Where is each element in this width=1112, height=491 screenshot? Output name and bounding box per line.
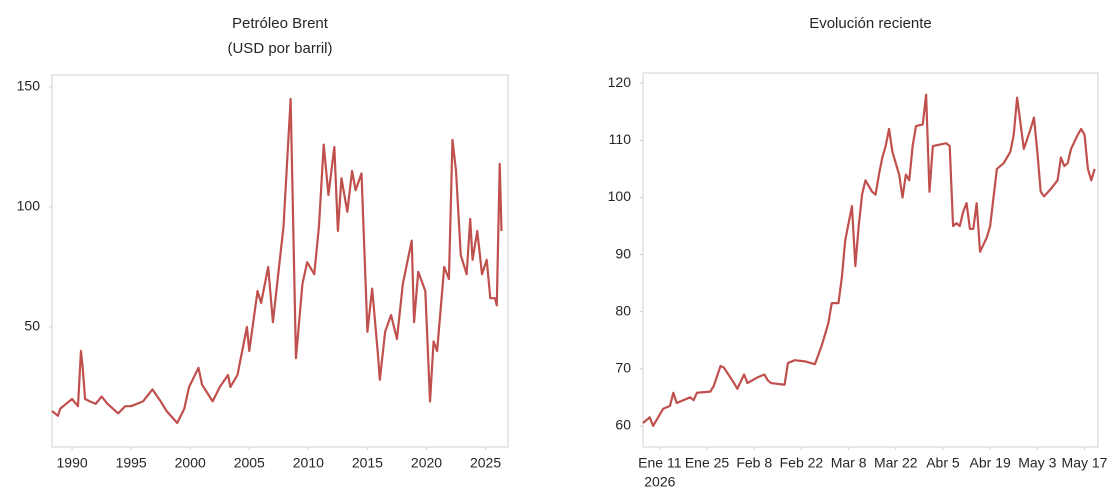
x-tick-label: 2025 <box>470 455 501 471</box>
x-tick-label: Abr 5 <box>926 455 960 471</box>
x-tick-label: Mar 22 <box>874 455 918 471</box>
y-tick-label: 100 <box>17 198 41 214</box>
x-tick-label: 2010 <box>293 455 324 471</box>
x-tick-label: 2005 <box>234 455 265 471</box>
x-tick-label: 1995 <box>116 455 147 471</box>
chart-title: Petróleo Brent <box>232 15 329 32</box>
y-tick-label: 80 <box>615 302 631 318</box>
x-tick-label: 2020 <box>411 455 442 471</box>
y-tick-label: 70 <box>615 359 631 375</box>
line-series <box>51 97 503 425</box>
x-tick-label: Feb 8 <box>736 455 772 471</box>
x-tick-label: Ene 11 <box>638 455 682 471</box>
x-tick-label: May 17 <box>1062 455 1108 471</box>
chart-title: Evolución reciente <box>809 15 932 32</box>
y-tick-label: 90 <box>615 245 631 261</box>
x-year-label: 2026 <box>644 474 675 490</box>
y-tick-label: 60 <box>615 417 631 433</box>
chart-title: (USD por barril) <box>227 40 332 57</box>
x-tick-label: Ene 25 <box>685 455 730 471</box>
x-tick-label: Mar 8 <box>831 455 867 471</box>
plot-frame <box>51 74 509 448</box>
x-tick-label: 1990 <box>57 455 88 471</box>
x-tick-label: 2015 <box>352 455 383 471</box>
plot-frame <box>642 72 1099 448</box>
x-tick-label: Abr 19 <box>970 455 1011 471</box>
x-tick-label: 2000 <box>175 455 206 471</box>
y-tick-label: 50 <box>24 318 40 334</box>
x-tick-label: Feb 22 <box>780 455 824 471</box>
x-tick-label: May 3 <box>1018 455 1056 471</box>
line-series <box>642 93 1096 427</box>
y-tick-label: 100 <box>608 188 632 204</box>
y-tick-label: 110 <box>609 131 632 147</box>
y-tick-label: 150 <box>17 78 41 94</box>
y-tick-label: 120 <box>608 74 632 90</box>
